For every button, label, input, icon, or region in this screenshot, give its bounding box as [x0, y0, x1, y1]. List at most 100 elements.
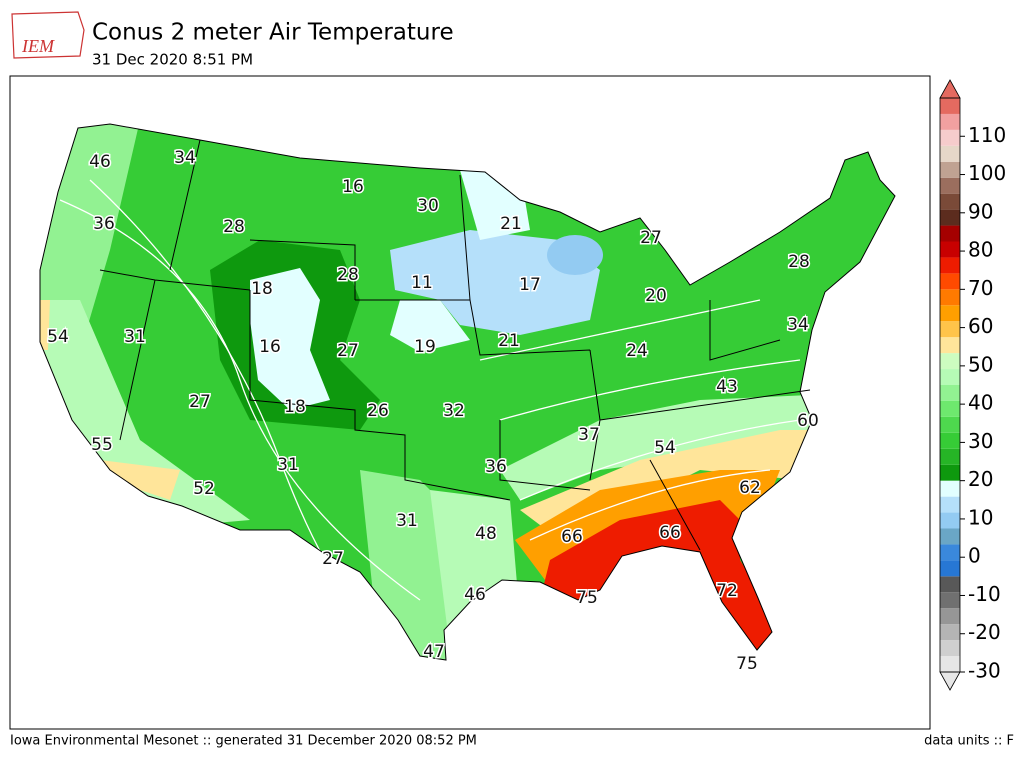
- colorbar-segment: [940, 464, 960, 481]
- station-value: 36: [485, 457, 507, 477]
- field-desert: [100, 460, 180, 500]
- colorbar-segment: [940, 592, 960, 609]
- isotherm: [529, 469, 771, 541]
- station-value: 17: [519, 275, 541, 295]
- colorbar-segment: [940, 145, 960, 162]
- field-cold-core: [547, 235, 603, 275]
- station-value: 21: [498, 331, 520, 351]
- colorbar-tick-label: 50: [968, 352, 993, 376]
- colorbar-frame: [939, 97, 961, 673]
- colorbar-segment: [940, 480, 960, 497]
- colorbar-segment: [940, 353, 960, 370]
- colorbar-tick-label: 10: [968, 505, 993, 529]
- colorbar: -30 -20 -10 0 10 20 30 40 50 60 70 80 90 100 110: [939, 79, 1006, 691]
- colorbar-tick-label: 20: [968, 467, 993, 491]
- colorbar-segment: [940, 640, 960, 657]
- station-value: 19: [414, 337, 436, 357]
- isotherm: [59, 199, 421, 601]
- colorbar-segment: [940, 257, 960, 274]
- station-value: 37: [578, 425, 600, 445]
- station-value: 47: [423, 642, 445, 662]
- station-value: 16: [259, 337, 281, 357]
- colorbar-segment: [940, 241, 960, 258]
- station-value: 46: [89, 152, 111, 172]
- isotherm: [519, 419, 801, 501]
- station-value: 52: [193, 479, 215, 499]
- footer-right: data units :: F: [924, 734, 1014, 749]
- field-se-mild: [500, 395, 820, 500]
- station-value: 48: [475, 524, 497, 544]
- station-value: 66: [659, 523, 681, 543]
- station-value: 28: [337, 265, 359, 285]
- subtitle: 31 Dec 2020 8:51 PM: [92, 51, 253, 69]
- station-value: 11: [411, 273, 433, 293]
- station-value: 54: [47, 327, 69, 347]
- colorbar-segment: [940, 448, 960, 465]
- colorbar-segment: [940, 113, 960, 130]
- station-labels: 46 34 16 30 36 28 21 27 28 11 17 28 18 20 54 31 16 27 19 21…: [46, 147, 821, 676]
- station-value: 24: [626, 341, 648, 361]
- colorbar-tick-label: 30: [968, 429, 993, 453]
- colorbar-segment: [940, 305, 960, 322]
- colorbar-segment: [940, 512, 960, 529]
- station-value: 27: [337, 341, 359, 361]
- station-value: 31: [124, 327, 146, 347]
- colorbar-segment: [940, 321, 960, 338]
- logo-text: IEM: [21, 36, 55, 56]
- station-value: 32: [443, 401, 465, 421]
- title: Conus 2 meter Air Temperature: [92, 20, 454, 46]
- colorbar-tick-label: 60: [968, 314, 993, 338]
- colorbar-segment: [940, 209, 960, 226]
- colorbar-segment: [940, 193, 960, 210]
- station-value: 31: [277, 455, 299, 475]
- colorbar-segment: [940, 544, 960, 561]
- station-value: 21: [500, 214, 522, 234]
- colorbar-extend-low: [939, 671, 961, 691]
- station-value: 66: [561, 527, 583, 547]
- colorbar-segment: [940, 98, 960, 114]
- station-value: 27: [640, 228, 662, 248]
- state-borders: [99, 139, 811, 551]
- station-value: 20: [645, 286, 667, 306]
- field-nebraska: [390, 300, 470, 352]
- station-value: 43: [716, 377, 738, 397]
- station-value: 75: [576, 588, 598, 608]
- colorbar-segment: [940, 608, 960, 625]
- station-value: 26: [367, 401, 389, 421]
- colorbar-segment: [940, 416, 960, 433]
- colorbar-segment: [940, 289, 960, 306]
- colorbar-tick-label: 100: [968, 161, 1006, 185]
- station-value: 18: [251, 279, 273, 299]
- station-value: 75: [736, 654, 758, 674]
- isotherm: [479, 299, 761, 361]
- colorbar-segment: [940, 369, 960, 385]
- station-value: 28: [223, 217, 245, 237]
- logo: IEM: [11, 11, 85, 59]
- state-border: [99, 139, 811, 551]
- colorbar-tick-label: -30: [968, 659, 1001, 683]
- colorbar-segment: [940, 496, 960, 513]
- colorbar-tick-label: -20: [968, 620, 1001, 644]
- colorbar-tick-label: 90: [968, 199, 993, 223]
- colorbar-segment: [940, 273, 960, 290]
- colorbar-segment: [940, 560, 960, 577]
- station-value: 27: [322, 549, 344, 569]
- colorbar-segment: [940, 400, 960, 417]
- station-value: 18: [284, 397, 306, 417]
- station-value: 46: [464, 585, 486, 605]
- colorbar-segment: [940, 129, 960, 146]
- station-value: 16: [342, 177, 364, 197]
- colorbar-segment: [940, 576, 960, 593]
- station-value: 54: [654, 438, 676, 458]
- colorbar-segment: [940, 161, 960, 178]
- colorbar-segment: [940, 624, 960, 641]
- logo-outline: [11, 11, 85, 59]
- station-value: 31: [396, 511, 418, 531]
- colorbar-extend-high: [939, 79, 961, 99]
- colorbar-segment: [940, 177, 960, 194]
- station-value: 30: [417, 196, 439, 216]
- colorbar-tick-label: 70: [968, 276, 993, 300]
- colorbar-segment: [940, 385, 960, 401]
